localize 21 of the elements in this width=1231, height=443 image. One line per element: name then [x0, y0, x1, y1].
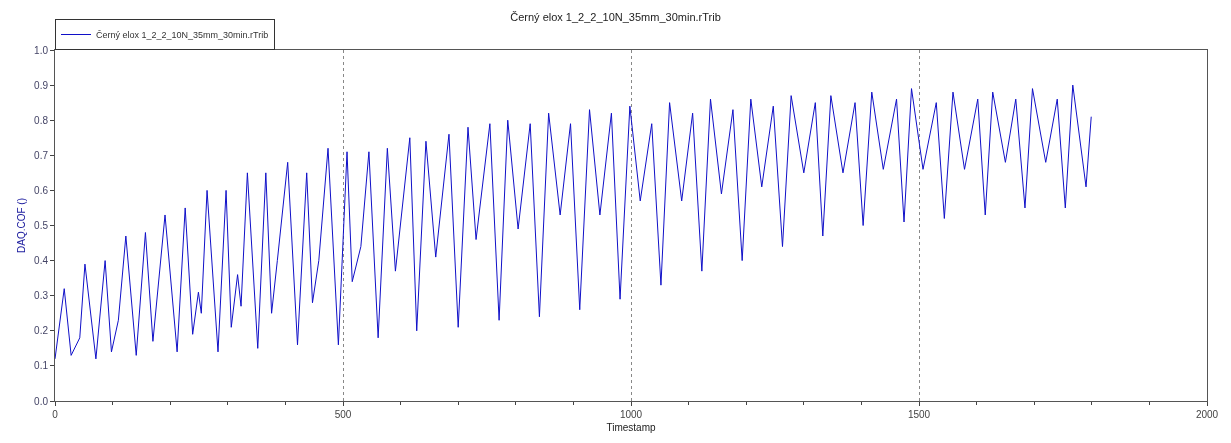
- x-tick-label: 1500: [907, 409, 931, 420]
- chart-title: Černý elox 1_2_2_10N_35mm_30min.rTrib: [510, 10, 721, 23]
- y-tick-label: 0.2: [34, 325, 49, 337]
- x-axis-title: Timestamp: [606, 421, 656, 433]
- legend-label: Černý elox 1_2_2_10N_35mm_30min.rTrib: [96, 30, 269, 41]
- y-tick-label: 0.7: [34, 149, 49, 161]
- y-tick-label: 0.3: [34, 290, 49, 302]
- x-tick-label: 0: [52, 409, 59, 420]
- y-axis-title: DAQ.COF (): [16, 198, 28, 253]
- line-series: [55, 84, 1092, 360]
- y-tick-label: 1.0: [34, 44, 49, 56]
- x-tick-label: 500: [334, 409, 352, 420]
- y-tick-label: 0.8: [34, 114, 49, 126]
- y-tick-label: 0.9: [34, 79, 49, 91]
- y-tick-label: 0.6: [34, 184, 49, 196]
- x-tick-label: 1000: [619, 409, 643, 420]
- y-tick-label: 0.1: [34, 360, 49, 372]
- x-tick-label: 2000: [1195, 409, 1219, 420]
- y-tick-label: 0.5: [34, 220, 49, 231]
- y-tick-label: 0.0: [34, 395, 49, 407]
- y-tick-label: 0.4: [34, 255, 49, 267]
